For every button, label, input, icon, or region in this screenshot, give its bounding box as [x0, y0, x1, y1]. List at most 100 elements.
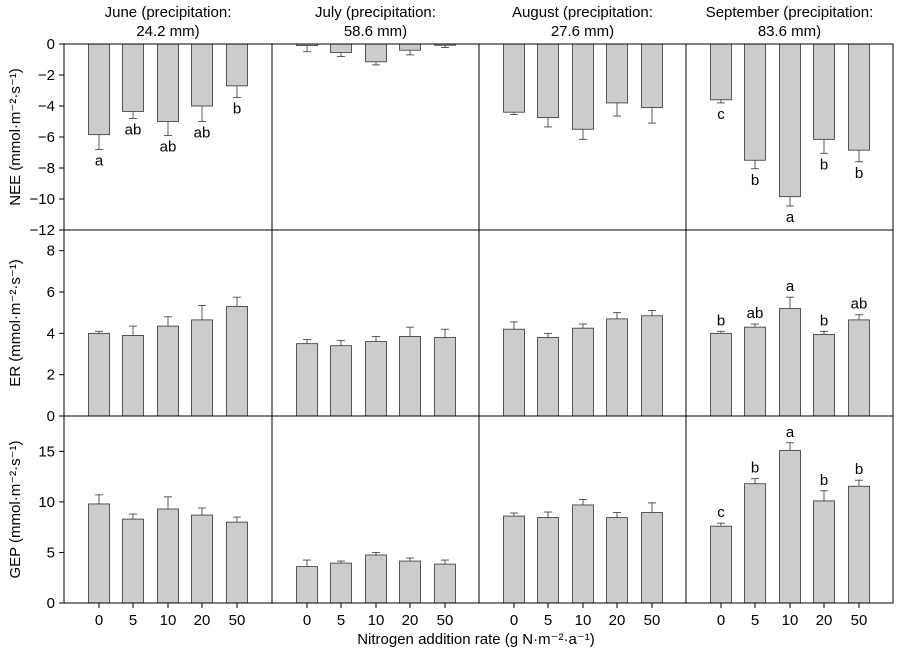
bar	[813, 333, 835, 417]
bar	[226, 306, 248, 417]
bar	[503, 328, 525, 417]
bar	[226, 521, 248, 604]
x-tick-label: 0	[717, 612, 725, 629]
bar	[122, 43, 144, 112]
bar	[365, 341, 387, 417]
significance-letter: b	[717, 312, 725, 329]
bar	[365, 43, 387, 63]
bar	[399, 43, 421, 51]
significance-letter: b	[820, 472, 828, 489]
y-tick-label: 8	[47, 243, 55, 260]
panel-title-july-line2: 58.6 mm)	[344, 23, 407, 40]
x-tick-label: 50	[437, 612, 454, 629]
significance-letter: b	[233, 100, 241, 117]
y-tick-label: 0	[47, 408, 55, 425]
bar	[503, 515, 525, 604]
significance-letter: a	[95, 152, 104, 169]
bar	[641, 512, 663, 604]
significance-letter: b	[855, 461, 863, 478]
x-tick-label: 0	[510, 612, 518, 629]
x-tick-label: 5	[544, 612, 552, 629]
x-tick-label: 10	[575, 612, 592, 629]
y-axis-label-nee: NEE (mmol·m⁻²·s⁻¹)	[7, 68, 24, 205]
y-tick-label: 4	[47, 325, 55, 342]
bar	[88, 503, 110, 604]
significance-letter: ab	[125, 121, 142, 138]
significance-letter: c	[717, 504, 725, 521]
x-tick-label: 10	[368, 612, 385, 629]
y-tick-label: 6	[47, 284, 55, 301]
bar	[572, 327, 594, 417]
bar	[365, 554, 387, 604]
bar	[606, 43, 628, 104]
bars-layer	[88, 43, 870, 604]
y-tick-label: 15	[38, 443, 55, 460]
text-layer: Nitrogen addition rate (g N·m⁻²·a⁻¹) Jun…	[7, 4, 873, 648]
bar	[641, 43, 663, 108]
bar	[296, 566, 318, 604]
y-axis-label-gep: GEP (mmol·m⁻²·s⁻¹)	[7, 440, 24, 578]
bar	[157, 508, 179, 604]
bar	[848, 485, 870, 604]
y-tick-label: 5	[47, 544, 55, 561]
bar	[191, 319, 213, 417]
y-axis-label-er: ER (mmol·m⁻²·s⁻¹)	[7, 259, 24, 386]
bar	[744, 43, 766, 161]
significance-letter: ab	[747, 305, 764, 322]
bar	[88, 43, 110, 136]
bar	[503, 43, 525, 113]
y-tick-label: −8	[38, 160, 55, 177]
bar	[88, 332, 110, 417]
significance-letter: b	[855, 165, 863, 182]
bar	[710, 332, 732, 417]
bar	[191, 43, 213, 107]
x-tick-label: 50	[229, 612, 246, 629]
bar	[710, 525, 732, 604]
x-axis-label: Nitrogen addition rate (g N·m⁻²·a⁻¹)	[357, 631, 595, 648]
bar	[330, 345, 352, 417]
panel-title-june-line2: 24.2 mm)	[136, 23, 199, 40]
significance-letter: b	[751, 460, 759, 477]
bar	[434, 337, 456, 417]
bar	[191, 514, 213, 604]
significance-letter: b	[820, 312, 828, 329]
x-tick-label: 0	[303, 612, 311, 629]
bar	[606, 318, 628, 417]
y-tick-label: 10	[38, 494, 55, 511]
x-tick-label: 10	[160, 612, 177, 629]
bar	[779, 449, 801, 604]
bar	[434, 563, 456, 604]
significance-letter: c	[717, 106, 725, 123]
bar	[226, 43, 248, 87]
significance-letter: ab	[851, 296, 868, 313]
significance-letter: a	[786, 424, 795, 441]
bar	[813, 43, 835, 140]
x-tick-label: 10	[782, 612, 799, 629]
bar	[572, 504, 594, 604]
bar	[744, 326, 766, 417]
panel-title-august-line1: August (precipitation:	[512, 4, 653, 21]
bar	[537, 43, 559, 119]
y-tick-label: −12	[30, 222, 55, 239]
bar	[641, 315, 663, 417]
x-tick-label: 50	[644, 612, 661, 629]
bar	[122, 334, 144, 417]
x-tick-label: 0	[95, 612, 103, 629]
bar	[330, 43, 352, 53]
x-tick-label: 20	[194, 612, 211, 629]
x-tick-label: 5	[129, 612, 137, 629]
frame-layer	[59, 43, 894, 608]
significance-letter: ab	[194, 125, 211, 142]
y-tick-label: 0	[47, 595, 55, 612]
significance-letter: b	[751, 172, 759, 189]
panel-title-september-line2: 83.6 mm)	[758, 23, 821, 40]
significance-letter: a	[786, 209, 795, 226]
x-tick-label: 20	[402, 612, 419, 629]
bar	[848, 319, 870, 417]
x-tick-label: 5	[751, 612, 759, 629]
bar	[710, 43, 732, 101]
y-tick-label: −4	[38, 98, 55, 115]
significance-letter: ab	[160, 138, 177, 155]
y-tick-label: 2	[47, 367, 55, 384]
